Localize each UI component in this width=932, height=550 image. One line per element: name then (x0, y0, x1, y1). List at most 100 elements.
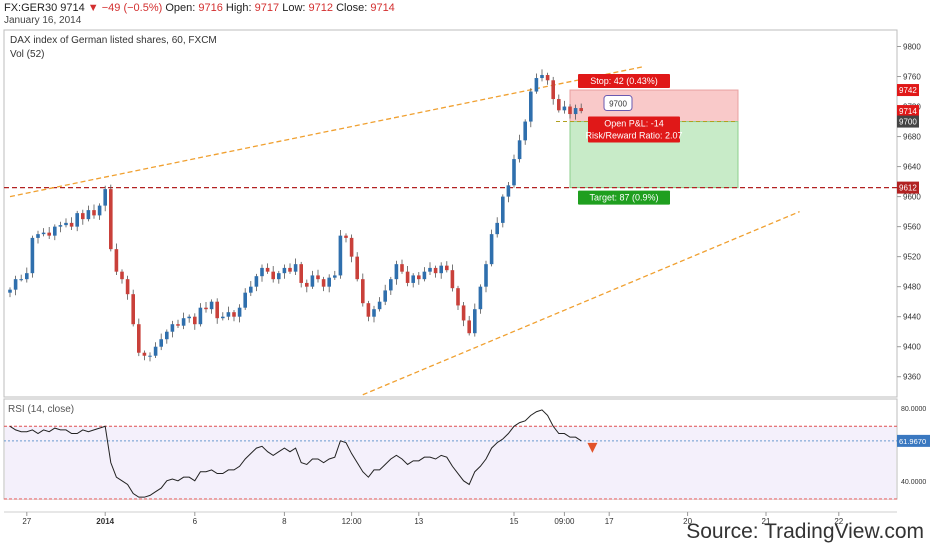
candle-body (405, 271, 410, 283)
candle-body (165, 331, 169, 340)
candle-body (321, 279, 326, 287)
candle-body (377, 301, 382, 310)
candle-body (383, 290, 387, 302)
target-badge: Target: 87 (0.9%) (589, 193, 658, 203)
candle-body (568, 106, 572, 115)
candle-body (271, 271, 275, 280)
low-label: Low: (282, 2, 306, 14)
candle-body (551, 80, 555, 100)
rsi-label: RSI (14, close) (8, 404, 75, 415)
candle-body (36, 234, 40, 238)
candle-body (344, 235, 348, 238)
candle-body (75, 213, 79, 227)
open-value: 9716 (198, 2, 223, 14)
candle-body (484, 264, 488, 287)
candle-body (120, 271, 124, 280)
candle-body (58, 225, 63, 227)
price-change: ▼ −49 (−0.5%) (87, 2, 163, 14)
candle-body (148, 355, 152, 357)
candle-body (478, 286, 483, 310)
candle-body (53, 226, 57, 236)
price-label: 9612 (899, 184, 917, 193)
candle-body (310, 275, 315, 287)
rsi-tick-label: 80.0000 (901, 406, 926, 413)
stop-zone (569, 89, 739, 123)
y-tick-label: 9360 (903, 373, 921, 382)
candle-body (254, 276, 259, 287)
price-label-bg (897, 105, 919, 118)
candle-body (41, 232, 46, 235)
pnl-badge: Risk/Reward Ratio: 2.07 (585, 131, 682, 141)
position-badges: Stop: 42 (0.43%) Open P&L: -14 Risk/Reward… (578, 74, 683, 205)
price-label: 9742 (899, 86, 917, 95)
candle-body (137, 324, 141, 353)
candle-body (534, 78, 539, 92)
candle-body (181, 318, 186, 326)
pnl-badge: Open P&L: -14 (604, 119, 664, 129)
candle-body (355, 256, 359, 280)
y-tick-label: 9480 (903, 283, 921, 292)
candle-body (389, 279, 393, 291)
candle-body (277, 273, 281, 280)
candle-body (92, 210, 96, 216)
rsi-pane (4, 409, 897, 500)
candle-body (243, 292, 247, 308)
last-price: 9714 (60, 2, 85, 14)
y-tick-label: 9800 (903, 43, 921, 52)
y-tick-label: 9560 (903, 223, 921, 232)
candles (8, 69, 583, 362)
candle-body (501, 196, 505, 223)
x-tick-label: 21 (762, 517, 771, 526)
x-tick-label: 15 (510, 517, 519, 526)
x-tick-label: 17 (605, 517, 614, 526)
candle-body (327, 277, 331, 287)
candle-body (69, 222, 74, 227)
x-tick-label: 27 (22, 517, 31, 526)
candle-body (198, 307, 203, 325)
candle-body (265, 267, 270, 272)
candle-body (221, 316, 225, 319)
price-label: 9700 (899, 118, 917, 127)
candle-body (282, 267, 287, 274)
candle-body (159, 339, 163, 347)
candle-body (288, 267, 292, 272)
x-tick-label: 6 (193, 517, 198, 526)
rsi-down-arrow (587, 442, 598, 453)
pnl-badge-bg (588, 116, 680, 143)
open-label: Open: (165, 2, 196, 14)
rsi-line (9, 409, 582, 498)
x-tick-label: 8 (282, 517, 287, 526)
candle-body (523, 121, 527, 141)
trendline-2 (362, 211, 800, 396)
y-tick-label: 9520 (903, 253, 921, 262)
candle-body (573, 108, 578, 115)
source-credit: Source: TradingView.com (686, 520, 924, 543)
entry-bubble-label: 9700 (609, 100, 627, 109)
candle-body (114, 249, 119, 272)
candle-body (316, 275, 320, 280)
candle-body (232, 312, 236, 317)
candle-body (204, 307, 208, 310)
chart-title: DAX index of German listed shares, 60, F… (10, 35, 217, 46)
candle-body (64, 222, 68, 226)
price-label-bg (897, 115, 919, 128)
target-badge-bg (578, 190, 670, 205)
candle-body (103, 189, 107, 206)
candle-body (260, 267, 264, 277)
rsi-tick-label: 40.0000 (901, 479, 926, 486)
candle-body (495, 222, 499, 235)
y-tick-label: 9680 (903, 133, 921, 142)
candle-body (461, 305, 466, 321)
candle-body (417, 275, 421, 280)
x-tick-label: 13 (414, 517, 423, 526)
candle-body (562, 106, 567, 111)
candle-body (299, 264, 303, 283)
candle-body (293, 264, 298, 272)
stop-badge: Stop: 42 (0.43%) (590, 76, 658, 86)
candle-body (125, 279, 130, 295)
candle-body (433, 267, 438, 274)
candle-body (445, 265, 449, 271)
x-tick-label: 09:00 (554, 517, 575, 526)
candle-body (372, 309, 376, 317)
